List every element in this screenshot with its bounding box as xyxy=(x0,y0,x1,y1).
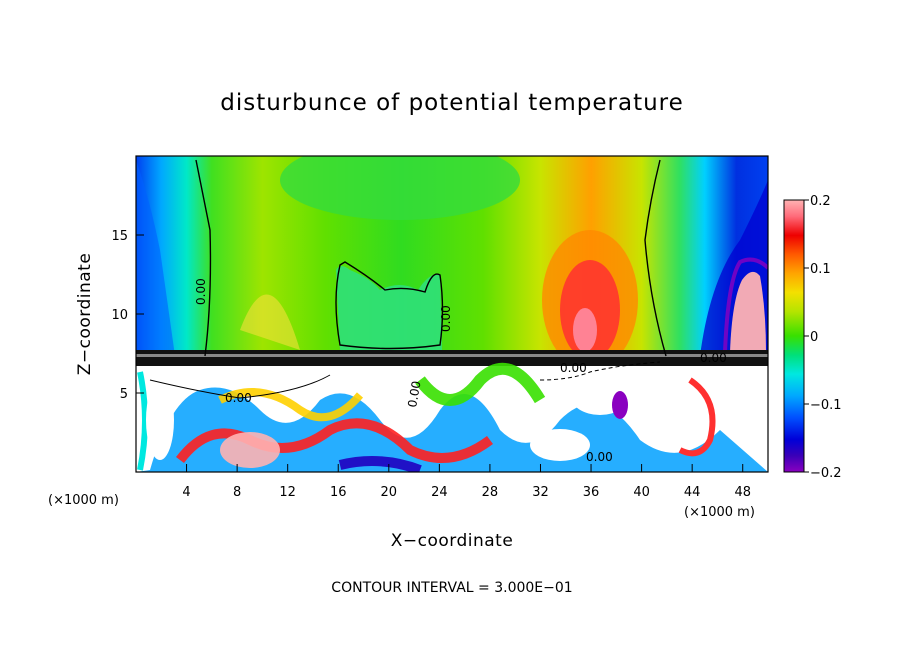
colorbar-tick-label: −0.2 xyxy=(810,466,842,481)
x-tick-label: 8 xyxy=(233,485,241,500)
colorbar-tick-label: 0.1 xyxy=(810,262,831,277)
contour-pos-1 xyxy=(149,374,331,399)
lower-purple-blob xyxy=(612,391,628,419)
lower-blue-streak xyxy=(338,456,422,472)
lower-yellow-streak xyxy=(218,388,364,422)
x-tick-label: 36 xyxy=(583,485,600,500)
x-tick-label: 44 xyxy=(684,485,701,500)
y-axis-label: Z−coordinate xyxy=(75,253,95,376)
x-tick-label: 32 xyxy=(532,485,549,500)
y-axis: 5 10 15 xyxy=(111,229,144,402)
upper-pink-core xyxy=(573,308,597,352)
x-tick-label: 48 xyxy=(734,485,751,500)
lower-white-blob-2 xyxy=(530,429,590,461)
contour-zero-center xyxy=(335,261,444,350)
lower-green-streak xyxy=(415,362,546,406)
contour-zero-left xyxy=(195,159,212,357)
x-tick-label: 4 xyxy=(182,485,190,500)
lower-red-arc xyxy=(678,377,716,457)
upper-pink-right xyxy=(730,271,766,352)
colorbar xyxy=(783,199,805,473)
colorbar-ticks: 0.2 0.1 0 −0.1 −0.2 xyxy=(804,194,842,481)
heatmap-field xyxy=(136,156,768,472)
inversion-line xyxy=(136,354,768,357)
x-axis-label: X−coordinate xyxy=(391,531,514,551)
contour-label: 0.00 xyxy=(560,361,587,375)
lower-white-left xyxy=(146,380,174,460)
colorbar-tick-label: −0.1 xyxy=(810,398,842,413)
contour-interval-note: CONTOUR INTERVAL = 3.000E−01 xyxy=(331,580,572,596)
contour-zero-right xyxy=(644,159,667,357)
x-unit-label-right: (×1000 m) xyxy=(684,505,755,520)
contour-label: 0.00 xyxy=(405,380,423,409)
x-tick-label: 16 xyxy=(330,485,347,500)
lower-cyan-left xyxy=(137,371,148,471)
x-tick-label: 20 xyxy=(381,485,398,500)
upper-green-band xyxy=(280,156,520,220)
y-tick-label: 5 xyxy=(120,387,128,402)
contour-label: 0.00 xyxy=(194,278,208,305)
inversion-band xyxy=(136,350,768,368)
chart-title: disturbunce of potential temperature xyxy=(220,90,684,116)
x-tick-label: 12 xyxy=(279,485,296,500)
x-tick-label: 28 xyxy=(482,485,499,500)
x-tick-label: 40 xyxy=(633,485,650,500)
contour-label: 0.00 xyxy=(439,305,453,332)
upper-cold-left xyxy=(136,160,175,356)
colorbar-tick-label: 0 xyxy=(810,330,818,345)
contour-label: 0.00 xyxy=(225,391,252,405)
y-tick-label: 15 xyxy=(111,229,128,244)
x-tick-label: 24 xyxy=(431,485,448,500)
x-axis: 4 8 12 16 20 24 28 32 36 40 44 48 xyxy=(182,464,751,500)
colorbar-tick-label: 0.2 xyxy=(810,194,831,209)
upper-purple-edge xyxy=(723,257,768,353)
y-tick-label: 10 xyxy=(111,308,128,323)
lower-warm-streak xyxy=(176,418,493,464)
upper-cool-blob xyxy=(336,266,442,350)
upper-warm-1 xyxy=(240,294,300,350)
contour-label: 0.00 xyxy=(700,351,727,365)
contour-neg-1 xyxy=(539,361,661,381)
x-unit-label-left: (×1000 m) xyxy=(48,493,119,508)
contour-label: 0.00 xyxy=(586,450,613,464)
lower-pink-blob xyxy=(220,432,280,468)
